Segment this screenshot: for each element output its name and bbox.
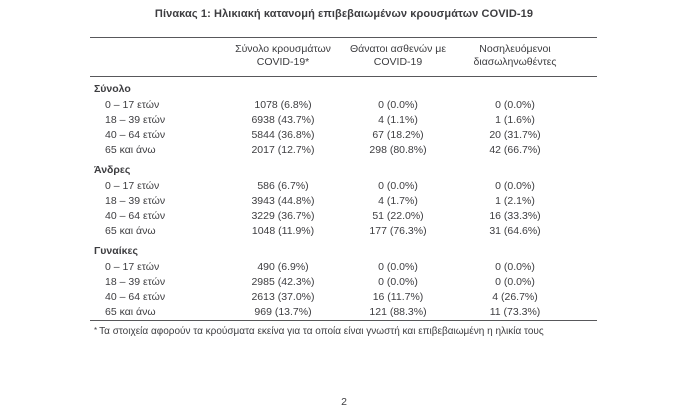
data-cell: 16 (11.7%) bbox=[372, 291, 424, 303]
header-line: διασωληνωθέντες bbox=[473, 56, 557, 68]
table-row: 0 – 17 ετών 586 (6.7%) 0 (0.0%) 0 (0.0%) bbox=[90, 179, 597, 194]
data-cell: 16 (33.3%) bbox=[489, 210, 541, 222]
header-line: Νοσηλευόμενοι bbox=[479, 43, 551, 55]
section-header-row: Γυναίκες bbox=[90, 239, 597, 260]
table-row: 18 – 39 ετών 6938 (43.7%) 4 (1.1%) 1 (1.6%) bbox=[90, 113, 597, 128]
data-cell: 4 (1.7%) bbox=[378, 195, 418, 207]
age-group-label: 40 – 64 ετών bbox=[105, 291, 166, 303]
data-cell: 0 (0.0%) bbox=[495, 99, 535, 111]
age-group-label: 18 – 39 ετών bbox=[105, 195, 166, 207]
data-cell: 0 (0.0%) bbox=[378, 180, 418, 192]
header-line: Θάνατοι ασθενών με bbox=[349, 43, 447, 55]
age-group-label: 0 – 17 ετών bbox=[105, 99, 160, 111]
data-cell: 1 (1.6%) bbox=[495, 114, 535, 126]
section-label: Άνδρες bbox=[94, 164, 131, 176]
table-row: 0 – 17 ετών 1078 (6.8%) 0 (0.0%) 0 (0.0%) bbox=[90, 98, 597, 113]
data-cell: 0 (0.0%) bbox=[378, 99, 418, 111]
age-group-label: 0 – 17 ετών bbox=[105, 261, 160, 273]
data-cell: 67 (18.2%) bbox=[372, 129, 424, 141]
table-body: Σύνολο 0 – 17 ετών 1078 (6.8%) 0 (0.0%) 0 (0… bbox=[90, 77, 597, 321]
age-group-label: 65 και άνω bbox=[105, 144, 156, 156]
data-cell: 969 (13.7%) bbox=[254, 306, 312, 318]
table-row: 18 – 39 ετών 3943 (44.8%) 4 (1.7%) 1 (2.1%) bbox=[90, 194, 597, 209]
table-row: 65 και άνω 2017 (12.7%) 298 (80.8%) 42 (66.… bbox=[90, 143, 597, 158]
data-cell: 2985 (42.3%) bbox=[251, 276, 315, 288]
data-cell: 4 (1.1%) bbox=[378, 114, 418, 126]
data-cell: 11 (73.3%) bbox=[489, 306, 541, 318]
data-cell: 298 (80.8%) bbox=[369, 144, 427, 156]
data-cell: 4 (26.7%) bbox=[492, 291, 538, 303]
table-header: Σύνολο κρουσμάτων COVID-19* Θάνατοι ασθε… bbox=[90, 37, 597, 77]
data-cell: 1 (2.1%) bbox=[495, 195, 535, 207]
table-row: 40 – 64 ετών 2613 (37.0%) 16 (11.7%) 4 (26.… bbox=[90, 290, 597, 305]
data-cell: 490 (6.9%) bbox=[257, 261, 309, 273]
section-header-row: Άνδρες bbox=[90, 158, 597, 179]
data-cell: 0 (0.0%) bbox=[495, 261, 535, 273]
table-row: 0 – 17 ετών 490 (6.9%) 0 (0.0%) 0 (0.0%) bbox=[90, 260, 597, 275]
header-intubated: Νοσηλευόμενοι διασωληνωθέντες bbox=[458, 37, 597, 77]
page-title: Πίνακας 1: Ηλικιακή κατανομή επιβεβαιωμέ… bbox=[154, 8, 534, 20]
section-label: Σύνολο bbox=[94, 83, 131, 95]
section-label: Γυναίκες bbox=[94, 245, 138, 257]
data-cell: 586 (6.7%) bbox=[257, 180, 309, 192]
data-table: Σύνολο κρουσμάτων COVID-19* Θάνατοι ασθε… bbox=[90, 37, 597, 321]
header-line: COVID-19* bbox=[256, 56, 310, 68]
footnote-marker: * bbox=[94, 326, 98, 335]
data-cell: 0 (0.0%) bbox=[495, 180, 535, 192]
table-footnote: * Τα στοιχεία αφορούν τα κρούσματα εκείνα… bbox=[90, 321, 597, 338]
data-cell: 31 (64.6%) bbox=[489, 225, 541, 237]
data-cell: 0 (0.0%) bbox=[378, 261, 418, 273]
covid-age-table: Σύνολο κρουσμάτων COVID-19* Θάνατοι ασθε… bbox=[90, 37, 597, 338]
section-header-row: Σύνολο bbox=[90, 77, 597, 99]
header-total-cases: Σύνολο κρουσμάτων COVID-19* bbox=[228, 37, 338, 77]
table-row: 40 – 64 ετών 3229 (36.7%) 51 (22.0%) 16 (33… bbox=[90, 209, 597, 224]
age-group-label: 40 – 64 ετών bbox=[105, 129, 166, 141]
age-group-label: 65 και άνω bbox=[105, 306, 156, 318]
data-cell: 1078 (6.8%) bbox=[254, 99, 312, 111]
footnote-text: Τα στοιχεία αφορούν τα κρούσματα εκείνα … bbox=[99, 326, 544, 337]
data-cell: 0 (0.0%) bbox=[378, 276, 418, 288]
data-cell: 2017 (12.7%) bbox=[251, 144, 315, 156]
age-group-label: 65 και άνω bbox=[105, 225, 156, 237]
data-cell: 0 (0.0%) bbox=[495, 276, 535, 288]
header-line: COVID-19 bbox=[373, 56, 423, 68]
header-empty-cell bbox=[90, 37, 228, 77]
data-cell: 121 (88.3%) bbox=[369, 306, 427, 318]
data-cell: 5844 (36.8%) bbox=[251, 129, 315, 141]
data-cell: 1048 (11.9%) bbox=[251, 225, 315, 237]
age-group-label: 18 – 39 ετών bbox=[105, 276, 166, 288]
data-cell: 2613 (37.0%) bbox=[251, 291, 315, 303]
header-row: Σύνολο κρουσμάτων COVID-19* Θάνατοι ασθε… bbox=[90, 37, 597, 77]
header-line: Σύνολο κρουσμάτων bbox=[235, 43, 331, 55]
data-cell: 6938 (43.7%) bbox=[251, 114, 315, 126]
data-cell: 3943 (44.8%) bbox=[251, 195, 315, 207]
page-number: 2 bbox=[341, 396, 347, 408]
data-cell: 177 (76.3%) bbox=[369, 225, 427, 237]
age-group-label: 0 – 17 ετών bbox=[105, 180, 160, 192]
data-cell: 3229 (36.7%) bbox=[251, 210, 315, 222]
data-cell: 51 (22.0%) bbox=[372, 210, 424, 222]
table-row: 40 – 64 ετών 5844 (36.8%) 67 (18.2%) 20 (31… bbox=[90, 128, 597, 143]
table-row: 18 – 39 ετών 2985 (42.3%) 0 (0.0%) 0 (0.0%) bbox=[90, 275, 597, 290]
data-cell: 42 (66.7%) bbox=[489, 144, 541, 156]
table-row: 65 και άνω 969 (13.7%) 121 (88.3%) 11 (73.3… bbox=[90, 305, 597, 321]
age-group-label: 18 – 39 ετών bbox=[105, 114, 166, 126]
age-group-label: 40 – 64 ετών bbox=[105, 210, 166, 222]
header-deaths: Θάνατοι ασθενών με COVID-19 bbox=[338, 37, 458, 77]
data-cell: 20 (31.7%) bbox=[489, 129, 541, 141]
table-row: 65 και άνω 1048 (11.9%) 177 (76.3%) 31 (64.… bbox=[90, 224, 597, 239]
